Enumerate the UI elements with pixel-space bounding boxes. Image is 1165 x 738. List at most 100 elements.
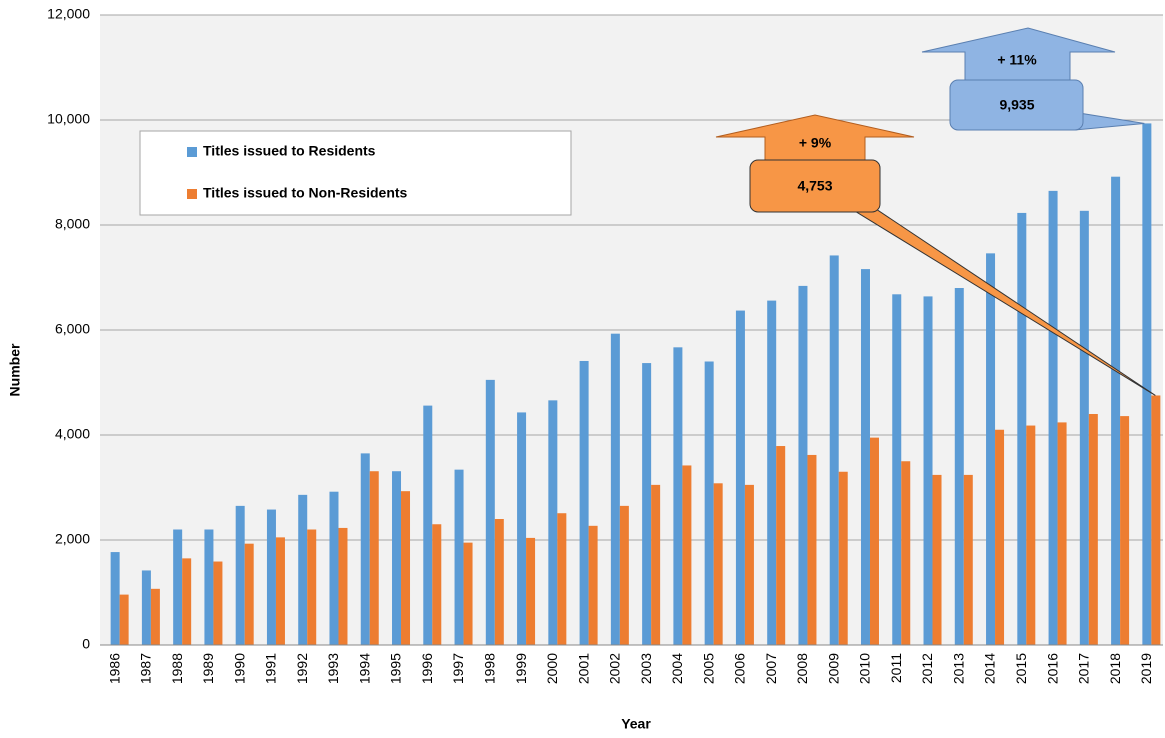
bar [235, 505, 245, 645]
bar [557, 513, 567, 645]
x-tick-label: 2008 [794, 653, 810, 684]
y-axis-label: Number [7, 343, 23, 396]
bar [517, 412, 527, 645]
x-tick-label: 1999 [513, 653, 529, 684]
x-tick-label: 1996 [419, 653, 435, 684]
bar [713, 483, 723, 645]
bar [588, 525, 598, 645]
bar [1057, 422, 1067, 645]
bar [338, 527, 348, 645]
bar [829, 255, 839, 645]
bar [141, 570, 151, 645]
bar [526, 537, 536, 645]
x-tick-label: 1992 [294, 653, 310, 684]
bar [1111, 176, 1121, 645]
x-tick-label: 2011 [888, 653, 904, 683]
bar [369, 471, 379, 645]
legend-swatch [187, 189, 197, 199]
bar [963, 474, 973, 645]
x-tick-label: 1988 [169, 653, 185, 684]
bar [463, 542, 473, 645]
bar [432, 524, 442, 645]
bar [119, 594, 129, 645]
bar [838, 471, 848, 645]
x-tick-label: 2012 [919, 653, 935, 684]
legend-label: Titles issued to Non-Residents [203, 185, 408, 201]
x-tick-label: 2018 [1107, 653, 1123, 684]
bar [360, 453, 370, 645]
x-tick-label: 2005 [700, 653, 716, 684]
x-tick-label: 2006 [732, 653, 748, 684]
bar [986, 253, 996, 645]
bar [401, 491, 411, 645]
bar [932, 474, 942, 645]
x-tick-label: 1998 [482, 653, 498, 684]
callout-box [949, 79, 1084, 131]
arrow [921, 27, 1116, 83]
x-tick-label: 2014 [982, 653, 998, 684]
callout-box [749, 159, 881, 213]
x-tick-label: 2019 [1138, 653, 1154, 684]
legend [139, 130, 572, 216]
bar [173, 529, 183, 645]
bar [150, 588, 160, 645]
bar [244, 543, 254, 645]
x-tick-label: 2015 [1013, 653, 1029, 684]
y-tick-label: 2,000 [55, 531, 90, 547]
bar [182, 558, 192, 645]
bar [619, 505, 629, 645]
y-tick-label: 6,000 [55, 321, 90, 337]
bar [204, 529, 214, 645]
bar [266, 509, 276, 645]
x-tick-label: 1997 [450, 653, 466, 684]
bar [642, 363, 652, 645]
x-tick-label: 2004 [669, 653, 685, 684]
bar [798, 285, 808, 645]
x-tick-label: 1987 [138, 653, 154, 684]
x-tick-label: 2009 [825, 653, 841, 684]
x-tick-label: 1991 [263, 653, 279, 684]
y-tick-label: 10,000 [47, 111, 90, 127]
x-tick-label: 2013 [950, 653, 966, 684]
bar [1079, 210, 1089, 645]
bar [923, 296, 933, 645]
bar [995, 429, 1005, 645]
bar [485, 379, 495, 645]
x-tick-label: 1990 [231, 653, 247, 684]
bar [1088, 414, 1098, 645]
bar [704, 361, 714, 645]
bar [423, 405, 433, 645]
bar [767, 300, 777, 645]
bar [548, 400, 558, 645]
bar [892, 294, 902, 645]
x-axis-label: Year [621, 716, 651, 732]
y-tick-label: 12,000 [47, 6, 90, 22]
x-tick-label: 2016 [1044, 653, 1060, 684]
bar [392, 471, 402, 645]
bar [807, 454, 817, 645]
bar [307, 529, 317, 645]
bar [954, 288, 964, 645]
bar [1120, 416, 1130, 645]
bar [329, 491, 339, 645]
bar [744, 484, 754, 645]
bar [901, 461, 911, 645]
bar [776, 446, 786, 645]
x-tick-label: 1989 [200, 653, 216, 684]
bar [1048, 190, 1058, 645]
bar [110, 552, 120, 645]
bar [494, 519, 504, 645]
legend-label: Titles issued to Residents [203, 143, 376, 159]
bar [1142, 123, 1152, 646]
legend-swatch [187, 147, 197, 157]
bar [735, 310, 745, 645]
bar [610, 333, 620, 645]
x-tick-label: 2007 [763, 653, 779, 684]
bar [651, 484, 661, 645]
bar [1026, 425, 1036, 645]
bar [579, 360, 589, 645]
annotation: + 11% [997, 52, 1037, 68]
y-tick-label: 8,000 [55, 216, 90, 232]
x-tick-label: 2017 [1076, 653, 1092, 684]
